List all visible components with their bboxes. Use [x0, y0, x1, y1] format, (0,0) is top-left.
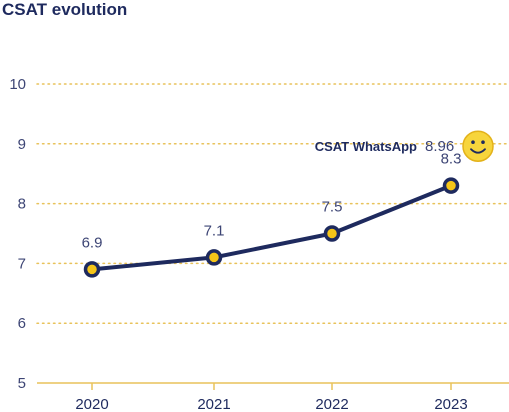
data-labels: 6.9 7.1 7.5 8.3 — [82, 151, 462, 252]
data-label-2020: 6.9 — [82, 234, 103, 251]
x-tick-label-2021: 2021 — [197, 396, 230, 412]
y-tick-label-7: 7 — [18, 255, 26, 272]
y-axis-ticks: 5 6 7 8 9 10 — [9, 76, 26, 392]
x-tick-label-2022: 2022 — [315, 396, 348, 412]
y-tick-label-10: 10 — [9, 76, 26, 93]
y-tick-label-5: 5 — [18, 375, 26, 392]
chart-title: CSAT evolution — [2, 0, 128, 19]
data-point-2023 — [442, 177, 460, 194]
smiley-face-icon — [462, 130, 494, 162]
series-line — [91, 183, 452, 272]
x-tick-label-2020: 2020 — [75, 396, 108, 412]
csat-whatsapp-annotation: CSAT WhatsApp 8.96 — [315, 130, 494, 162]
y-tick-label-9: 9 — [18, 136, 26, 153]
data-label-2023: 8.3 — [441, 151, 462, 168]
data-points — [83, 177, 460, 278]
data-point-2020 — [83, 261, 101, 278]
y-tick-label-8: 8 — [18, 196, 26, 213]
x-axis-ticks: 2020 2021 2022 2023 — [75, 383, 468, 412]
data-point-2022 — [323, 225, 341, 242]
data-label-2021: 7.1 — [204, 222, 225, 239]
annotation-name: CSAT WhatsApp — [315, 139, 417, 154]
data-label-2022: 7.5 — [322, 199, 343, 216]
x-tick-label-2023: 2023 — [434, 396, 467, 412]
annotation-value: 8.96 — [425, 138, 454, 155]
grid-lines — [36, 83, 509, 324]
data-point-2021 — [205, 249, 223, 266]
y-tick-label-6: 6 — [18, 315, 26, 332]
